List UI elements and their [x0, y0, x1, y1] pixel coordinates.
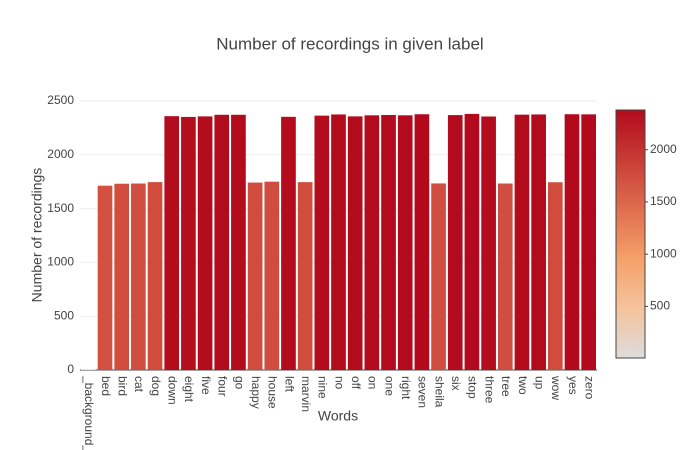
- bar: [431, 183, 446, 370]
- x-tick-label: marvin: [299, 376, 313, 412]
- bar: [331, 114, 346, 370]
- x-tick-label: go: [232, 376, 246, 390]
- bar: [214, 114, 230, 370]
- bar: [181, 116, 196, 370]
- bar: [564, 114, 580, 370]
- x-tick-label: stop: [466, 376, 480, 399]
- bar: [381, 114, 396, 370]
- bar: [397, 115, 413, 371]
- colorbar-tick-label: 1500: [650, 194, 677, 208]
- bar: [297, 182, 313, 370]
- y-tick-label: 0: [67, 362, 74, 376]
- x-axis-title: Words: [318, 408, 358, 424]
- bar: [497, 183, 513, 370]
- bar: [414, 114, 430, 370]
- x-tick-label: nine: [316, 376, 330, 399]
- bar: [81, 369, 96, 370]
- x-tick-label: up: [532, 376, 546, 390]
- x-tick-label: eight: [182, 376, 196, 403]
- colorbar-tick-label: 1000: [650, 246, 677, 260]
- x-tick-label: two: [516, 376, 530, 395]
- bar: [147, 182, 163, 370]
- x-tick-label: tree: [499, 376, 513, 397]
- x-tick-label: dog: [149, 376, 163, 396]
- x-tick-label: five: [199, 376, 213, 395]
- chart-title: Number of recordings in given label: [216, 34, 483, 53]
- bar: [547, 182, 563, 370]
- x-tick-label: cat: [132, 376, 146, 393]
- x-tick-label: bed: [99, 376, 113, 396]
- bar: [531, 114, 546, 370]
- x-tick-label: house: [266, 376, 280, 409]
- x-tick-label: six: [449, 376, 463, 391]
- x-tick-label: wow: [549, 375, 563, 400]
- y-tick-label: 2000: [47, 147, 74, 161]
- x-tick-label: four: [216, 376, 230, 397]
- x-tick-label: down: [166, 376, 180, 405]
- x-tick-label: on: [366, 376, 380, 389]
- bar: [281, 116, 296, 370]
- x-tick-label: off: [349, 376, 363, 390]
- bar: [514, 114, 530, 371]
- x-tick-label: three: [482, 376, 496, 404]
- bar: [197, 116, 213, 370]
- bar: [314, 115, 330, 370]
- x-tick-label: bird: [116, 376, 130, 396]
- y-tick-label: 1000: [47, 255, 74, 269]
- y-tick-label: 1500: [47, 201, 74, 215]
- bar: [447, 115, 463, 370]
- x-tick-label: no: [332, 376, 346, 390]
- bar: [364, 115, 380, 371]
- bar: [131, 183, 146, 370]
- y-tick-label: 500: [54, 308, 74, 322]
- bar: [464, 113, 480, 371]
- y-tick-label: 2500: [47, 93, 74, 107]
- x-tick-label: one: [382, 376, 396, 396]
- colorbar-tick-label: 2000: [650, 142, 677, 156]
- bar: [481, 116, 496, 370]
- bar: [164, 116, 180, 370]
- x-tick-label: seven: [416, 376, 430, 408]
- bar: [264, 181, 280, 370]
- bar: [231, 114, 246, 370]
- bar: [247, 182, 263, 370]
- x-tick-label: happy: [249, 376, 263, 409]
- bar: [347, 116, 363, 370]
- bar: [97, 185, 113, 370]
- bar: [114, 183, 130, 370]
- x-tick-label: left: [282, 376, 296, 393]
- bar: [581, 114, 596, 370]
- x-tick-label: yes: [566, 376, 580, 395]
- colorbar: [615, 109, 646, 359]
- y-axis-title: Number of recordings: [29, 168, 45, 303]
- colorbar-tick-label: 500: [650, 299, 670, 313]
- x-tick-label: zero: [582, 376, 596, 400]
- x-tick-label: right: [399, 376, 413, 400]
- x-tick-label: sheila: [432, 376, 446, 408]
- x-tick-label: _background_noise_: [82, 375, 96, 450]
